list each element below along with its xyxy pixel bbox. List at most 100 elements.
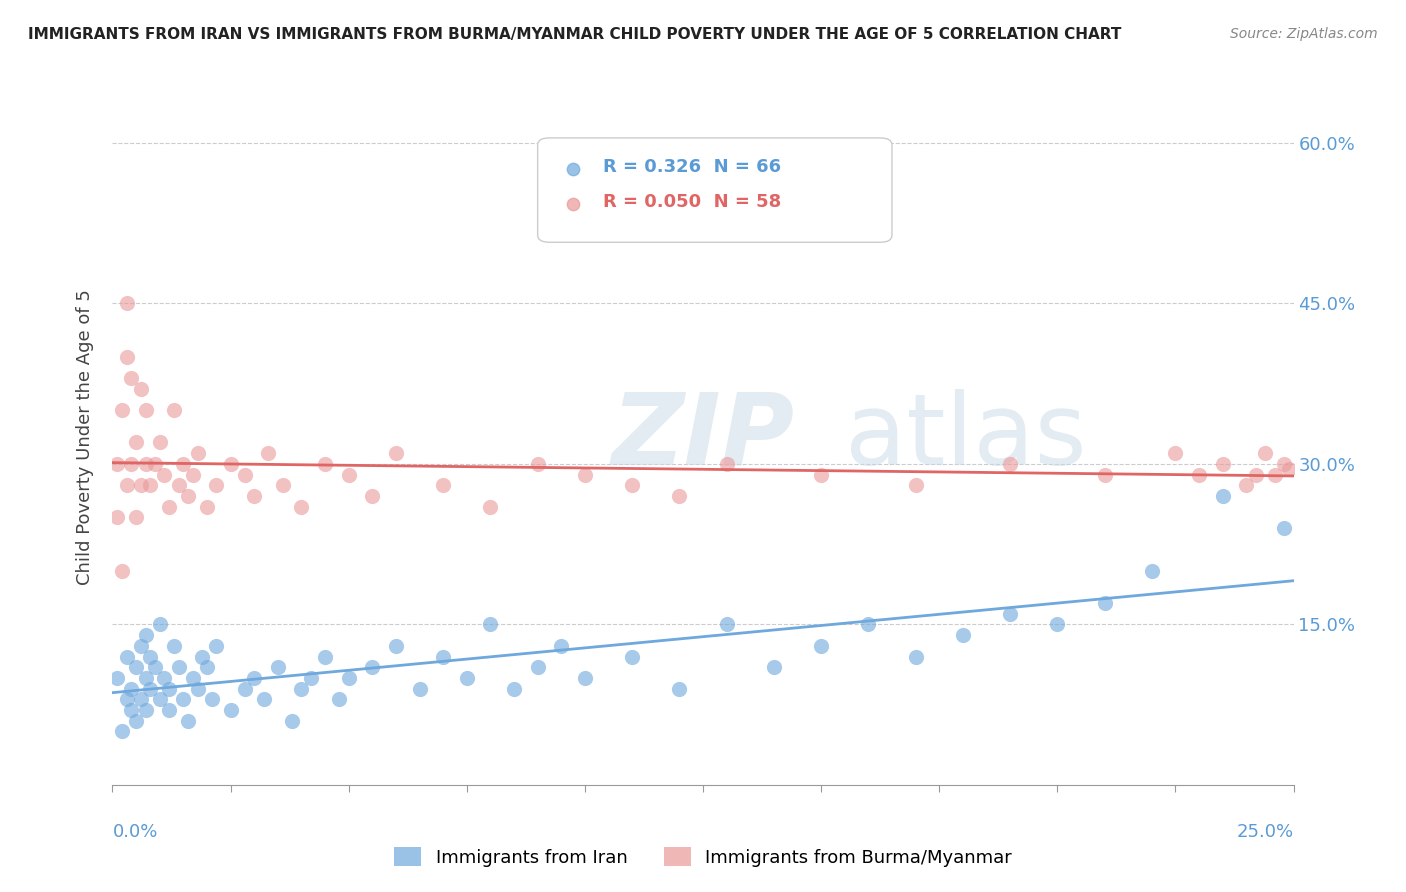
Point	[810, 467, 832, 482]
Point	[115, 649, 138, 664]
Point	[181, 671, 204, 685]
Point	[139, 681, 162, 696]
Point	[1094, 596, 1116, 610]
Point	[181, 467, 204, 482]
Point	[111, 403, 134, 417]
FancyBboxPatch shape	[537, 138, 891, 243]
Point	[115, 478, 138, 492]
Point	[290, 681, 312, 696]
Point	[186, 446, 208, 460]
Point	[621, 478, 644, 492]
Point	[149, 435, 172, 450]
Point	[904, 649, 927, 664]
Point	[172, 457, 194, 471]
Point	[143, 660, 166, 674]
Point	[115, 692, 138, 706]
Point	[191, 649, 214, 664]
Point	[267, 660, 290, 674]
Point	[195, 500, 218, 514]
Point	[328, 692, 350, 706]
Point	[111, 564, 134, 578]
Point	[716, 457, 738, 471]
Point	[1094, 467, 1116, 482]
Point	[337, 467, 360, 482]
Point	[1278, 462, 1301, 476]
Point	[149, 617, 172, 632]
Point	[432, 649, 454, 664]
Point	[253, 692, 276, 706]
Point	[125, 435, 148, 450]
Point	[668, 681, 690, 696]
Point	[290, 500, 312, 514]
Point	[149, 692, 172, 706]
Point	[668, 489, 690, 503]
Point	[120, 703, 142, 717]
Point	[271, 478, 294, 492]
Point	[205, 639, 228, 653]
Point	[257, 446, 280, 460]
Point	[1046, 617, 1069, 632]
Point	[574, 467, 596, 482]
Text: 0.0%: 0.0%	[112, 823, 157, 841]
Point	[120, 681, 142, 696]
Point	[219, 457, 242, 471]
Point	[408, 681, 430, 696]
Point	[120, 371, 142, 385]
Point	[157, 681, 180, 696]
Text: ZIP: ZIP	[612, 389, 794, 485]
Point	[998, 457, 1021, 471]
Point	[1234, 478, 1257, 492]
Point	[153, 671, 176, 685]
Point	[157, 500, 180, 514]
Point	[314, 649, 336, 664]
Point	[385, 639, 408, 653]
Point	[998, 607, 1021, 621]
Text: 25.0%: 25.0%	[1236, 823, 1294, 841]
Point	[1244, 467, 1267, 482]
Point	[139, 649, 162, 664]
Point	[135, 403, 157, 417]
Point	[1264, 467, 1286, 482]
Point	[129, 478, 152, 492]
Point	[167, 660, 190, 674]
Point	[195, 660, 218, 674]
Point	[172, 692, 194, 706]
Point	[432, 478, 454, 492]
Point	[115, 296, 138, 310]
Point	[115, 350, 138, 364]
Point	[129, 639, 152, 653]
Point	[143, 457, 166, 471]
Point	[904, 478, 927, 492]
Point	[1254, 446, 1277, 460]
Text: Source: ZipAtlas.com: Source: ZipAtlas.com	[1230, 27, 1378, 41]
Point	[177, 714, 200, 728]
Point	[503, 681, 526, 696]
Point	[120, 457, 142, 471]
Point	[243, 671, 266, 685]
Point	[479, 500, 502, 514]
Text: atlas: atlas	[845, 389, 1087, 485]
Y-axis label: Child Poverty Under the Age of 5: Child Poverty Under the Age of 5	[76, 289, 94, 585]
Point	[243, 489, 266, 503]
Point	[233, 467, 256, 482]
Point	[299, 671, 322, 685]
Point	[550, 639, 572, 653]
Point	[1272, 457, 1295, 471]
Point	[337, 671, 360, 685]
Point	[125, 510, 148, 524]
Point	[129, 692, 152, 706]
Point	[361, 660, 384, 674]
Point	[201, 692, 224, 706]
Point	[361, 489, 384, 503]
Point	[186, 681, 208, 696]
Point	[1188, 467, 1211, 482]
Text: R = 0.326  N = 66: R = 0.326 N = 66	[603, 158, 780, 176]
Point	[385, 446, 408, 460]
Point	[281, 714, 304, 728]
Point	[1212, 457, 1234, 471]
Point	[163, 639, 186, 653]
Point	[177, 489, 200, 503]
Point	[167, 478, 190, 492]
Point	[125, 660, 148, 674]
Point	[135, 671, 157, 685]
